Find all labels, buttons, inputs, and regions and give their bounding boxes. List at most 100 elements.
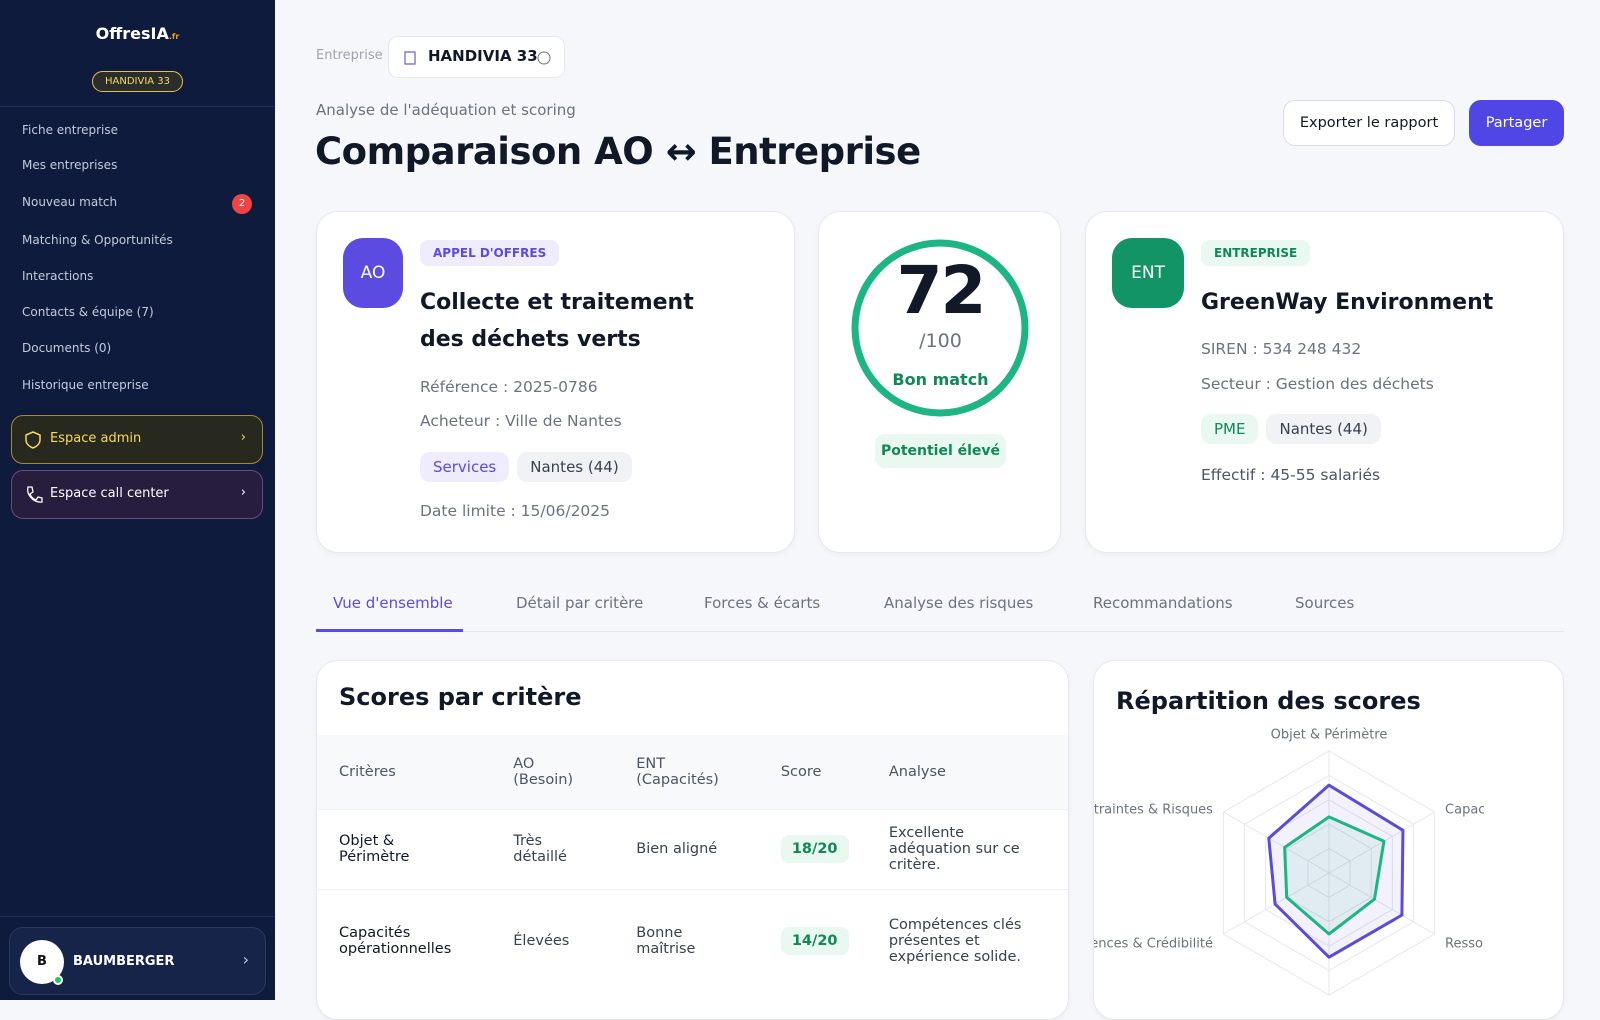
cell: 14/20 — [758, 888, 867, 993]
cell: Bien aligné — [614, 808, 759, 889]
admin-label: Espace admin — [50, 431, 142, 446]
company-name: HANDIVIA 33 — [428, 47, 538, 65]
score-label: Bon match — [892, 370, 989, 389]
cell: Excellente adéquation sur ce critère. — [866, 808, 1068, 889]
header-row: Critères AO (Besoin) ENT (Capacités) Sco… — [317, 735, 1068, 809]
call-center-label: Espace call center — [50, 486, 169, 501]
cell: Très détaillé — [491, 808, 615, 889]
ao-tag: APPEL D'OFFRES — [420, 240, 560, 266]
phone-icon — [27, 486, 43, 503]
building-icon — [404, 51, 416, 65]
score-max: /100 — [919, 330, 962, 352]
tab[interactable]: Vue d'ensemble — [333, 594, 453, 612]
radar-card: Répartition des scores Objet & Périmètre… — [1093, 660, 1564, 1020]
export-button[interactable]: Exporter le rapport — [1283, 100, 1455, 146]
divider — [0, 106, 275, 107]
ao-reference: Référence : 2025-0786 — [420, 378, 598, 396]
score-ring — [851, 239, 1029, 417]
sidebar: OffresIA.fr HANDIVIA 33 Fiche entreprise… — [0, 0, 275, 1000]
avatar: B — [20, 940, 64, 984]
status-dot — [53, 975, 63, 985]
ent-card: ENT ENTREPRISE GreenWay Environment SIRE… — [1085, 211, 1564, 553]
call-center-button[interactable]: Espace call center › — [11, 470, 263, 519]
ent-tag: ENTREPRISE — [1201, 240, 1311, 266]
tab[interactable]: Sources — [1295, 594, 1355, 612]
circle-icon — [537, 51, 551, 65]
chip: Nantes (44) — [1266, 414, 1381, 444]
nav-item[interactable]: Nouveau match — [22, 195, 118, 209]
ao-deadline: Date limite : 15/06/2025 — [420, 502, 611, 520]
tab[interactable]: Forces & écarts — [704, 594, 821, 612]
chip: Nantes (44) — [517, 452, 632, 482]
ent-title: GreenWay Environment — [1201, 290, 1494, 315]
tab[interactable]: Recommandations — [1093, 594, 1233, 612]
score-pill: 18/20 — [780, 835, 849, 863]
logo-suffix: .fr — [168, 32, 180, 41]
axis-label: Références & Crédibilité — [1094, 937, 1213, 952]
criteria-title: Scores par critère — [339, 683, 582, 711]
radar-title: Répartition des scores — [1116, 687, 1421, 715]
ent-avatar: ENT — [1112, 238, 1184, 308]
ent-siren: SIREN : 534 248 432 — [1201, 340, 1362, 358]
chevron: › — [240, 430, 246, 445]
cell: Compétences clés présentes et expérience… — [866, 888, 1068, 993]
axis-label: Capacités — [1445, 803, 1484, 818]
nav-item[interactable]: Documents (0) — [22, 341, 112, 355]
share-button[interactable]: Partager — [1469, 100, 1564, 146]
axis-line — [1223, 811, 1330, 874]
chip: PME — [1201, 414, 1259, 444]
score-chip: Potentiel élevé — [875, 434, 1006, 468]
ent-chips: PME Nantes (44) — [1201, 414, 1389, 444]
ent-sector: Secteur : Gestion des déchets — [1201, 375, 1434, 393]
cell: 18/20 — [758, 808, 867, 889]
score-pill: 14/20 — [780, 927, 849, 956]
axis-line — [1328, 811, 1435, 874]
divider — [0, 916, 275, 917]
axis-label: Ressource — [1445, 937, 1484, 952]
nav-item[interactable]: Fiche entreprise — [22, 123, 119, 137]
chevron: › — [240, 485, 246, 500]
active-tab-indicator — [316, 629, 463, 632]
user-box[interactable]: B BAUMBERGER › — [9, 927, 266, 995]
ao-chips: Services Nantes (44) — [420, 452, 640, 482]
nav-item[interactable]: Contacts & équipe (7) — [22, 305, 154, 319]
nav-item[interactable]: Historique entreprise — [22, 378, 149, 392]
ao-buyer: Acheteur : Ville de Nantes — [420, 412, 622, 430]
tab[interactable]: Analyse des risques — [884, 594, 1034, 612]
logo: OffresIA.fr — [0, 24, 275, 43]
radar-chart: Objet & Périmètre Capacités Ressource Référ… — [1094, 728, 1484, 996]
subtitle: Analyse de l'adéquation et scoring — [316, 101, 576, 119]
row: Objet & Périmètre Très détaillé Bien ali… — [317, 808, 1068, 889]
row: Capacités opérationnelles Élevées Bonne … — [317, 888, 1068, 993]
criteria-table: Critères AO (Besoin) ENT (Capacités) Sco… — [317, 735, 1068, 993]
page-title: Comparaison AO ↔ Entreprise — [315, 130, 921, 173]
admin-button[interactable]: Espace admin › — [11, 415, 263, 464]
chip: Services — [420, 452, 510, 482]
ao-avatar: AO — [343, 238, 403, 308]
nav-item[interactable]: Interactions — [22, 269, 94, 283]
ao-card: AO APPEL D'OFFRES Collecte et traitement… — [316, 211, 795, 553]
score-card: 72 /100 Bon match Potentiel élevé — [818, 211, 1061, 553]
nav-item[interactable]: Matching & Opportunités — [22, 233, 173, 247]
axis-label: Contraintes & Risques — [1094, 803, 1213, 818]
cell: Capacités opérationnelles — [317, 888, 492, 993]
tabs-line — [316, 631, 1564, 632]
radar-series — [1283, 815, 1386, 936]
axis-line — [1328, 872, 1435, 935]
tab[interactable]: Détail par critère — [516, 594, 644, 612]
column-header: ENT (Capacités) — [614, 735, 759, 809]
user-name: BAUMBERGER — [73, 954, 175, 969]
axis-label: Objet & Périmètre — [1271, 728, 1388, 743]
radar-series — [1267, 783, 1405, 959]
logo-text: OffresIA — [95, 24, 169, 43]
column-header: Critères — [317, 735, 492, 809]
company-badge: HANDIVIA 33 — [92, 71, 183, 92]
column-header: Score — [758, 735, 867, 809]
cell: Élevées — [491, 888, 615, 993]
criteria-card: Scores par critère Critères AO (Besoin) … — [316, 660, 1069, 1020]
nav-item[interactable]: Mes entreprises — [22, 158, 118, 172]
ent-staff: Effectif : 45-55 salariés — [1201, 466, 1381, 484]
ao-title: Collecte et traitement des déchets verts — [420, 290, 694, 352]
company-selector[interactable]: HANDIVIA 33 — [388, 36, 565, 78]
